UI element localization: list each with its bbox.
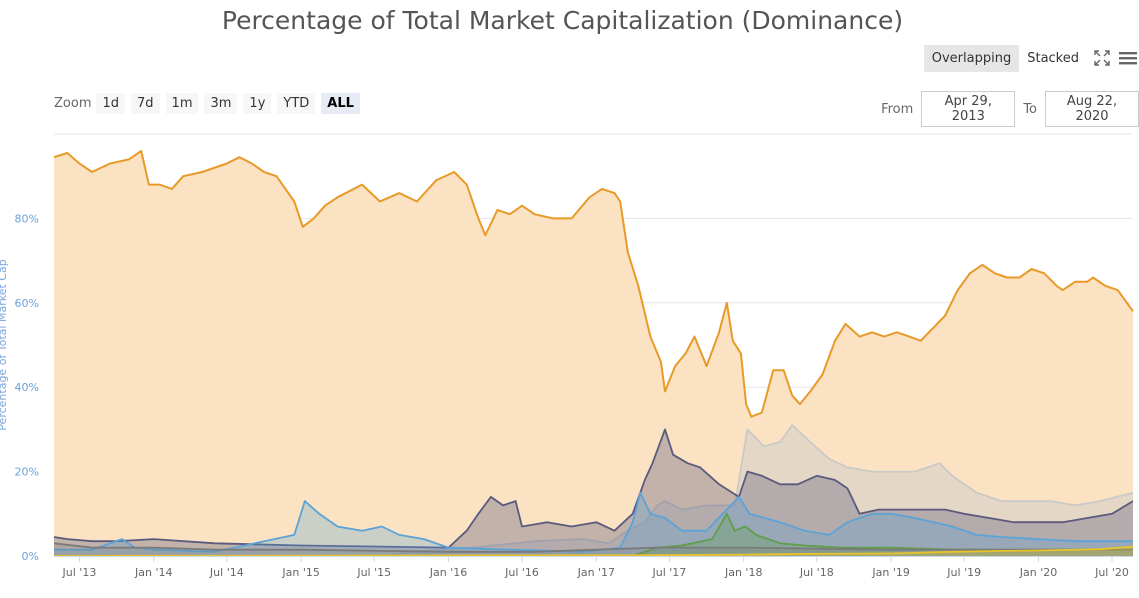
zoom-selector: Zoom 1d 7d 1m 3m 1y YTD ALL [54,92,366,114]
series-line-other2 [54,491,1133,553]
x-tick-label: Jul '19 [946,566,981,579]
series-area-other3 [54,513,1133,556]
series-line-other1 [53,428,1134,549]
x-tick-label: Jan '19 [871,566,909,579]
zoom-ytd-button[interactable]: YTD [277,92,316,114]
x-tick-label: Jul '14 [209,566,244,579]
zoom-label: Zoom [54,95,92,111]
y-tick-label: 40% [15,381,39,394]
series-area-other1 [54,429,1133,556]
series-area-other2 [54,492,1133,556]
x-tick-label: Jan '14 [134,566,172,579]
series-area-eth [54,425,1133,556]
date-range: From Apr 29, 2013 To Aug 22, 2020 [873,91,1139,127]
zoom-all-button[interactable]: ALL [321,92,360,114]
y-tick-label: 0% [22,550,39,563]
x-tick-label: Jul '13 [62,566,97,579]
stacked-button[interactable]: Stacked [1027,50,1079,66]
series-area-btc [54,150,1133,556]
view-toolbar: Overlapping Stacked [923,44,1139,72]
x-tick-label: Jul '18 [799,566,834,579]
zoom-1y-button[interactable]: 1y [243,92,272,114]
series-line-other3 [54,512,1133,557]
from-date-input[interactable]: Apr 29, 2013 [921,91,1016,127]
x-tick-label: Jan '18 [724,566,762,579]
y-axis-label: Percentage of Total Market Cap [0,259,9,430]
x-tick-label: Jul '20 [1094,566,1129,579]
series-line-other4 [53,542,1133,553]
x-tick-label: Jan '16 [429,566,467,579]
zoom-1m-button[interactable]: 1m [165,92,199,114]
x-tick-label: Jul '16 [504,566,539,579]
zoom-1d-button[interactable]: 1d [96,92,126,114]
zoom-7d-button[interactable]: 7d [131,92,160,114]
x-tick-label: Jan '17 [577,566,615,579]
x-tick-label: Jan '15 [281,566,319,579]
y-tick-label: 60% [15,297,39,310]
hamburger-menu-icon[interactable] [1117,47,1139,69]
series-line-btc [53,149,1134,418]
x-tick-label: Jan '20 [1019,566,1057,579]
x-tick-label: Jul '15 [356,566,391,579]
overlapping-button[interactable]: Overlapping [923,44,1020,72]
fullscreen-icon[interactable] [1091,47,1113,69]
from-label: From [881,101,914,117]
y-tick-label: 20% [15,466,39,479]
y-tick-label: 80% [15,212,39,225]
chart-title: Percentage of Total Market Capitalizatio… [221,6,904,35]
to-label: To [1023,101,1037,117]
series-line-other5 [53,545,1134,557]
x-tick-label: Jul '17 [652,566,687,579]
series-line-eth [54,424,1134,557]
zoom-3m-button[interactable]: 3m [204,92,238,114]
